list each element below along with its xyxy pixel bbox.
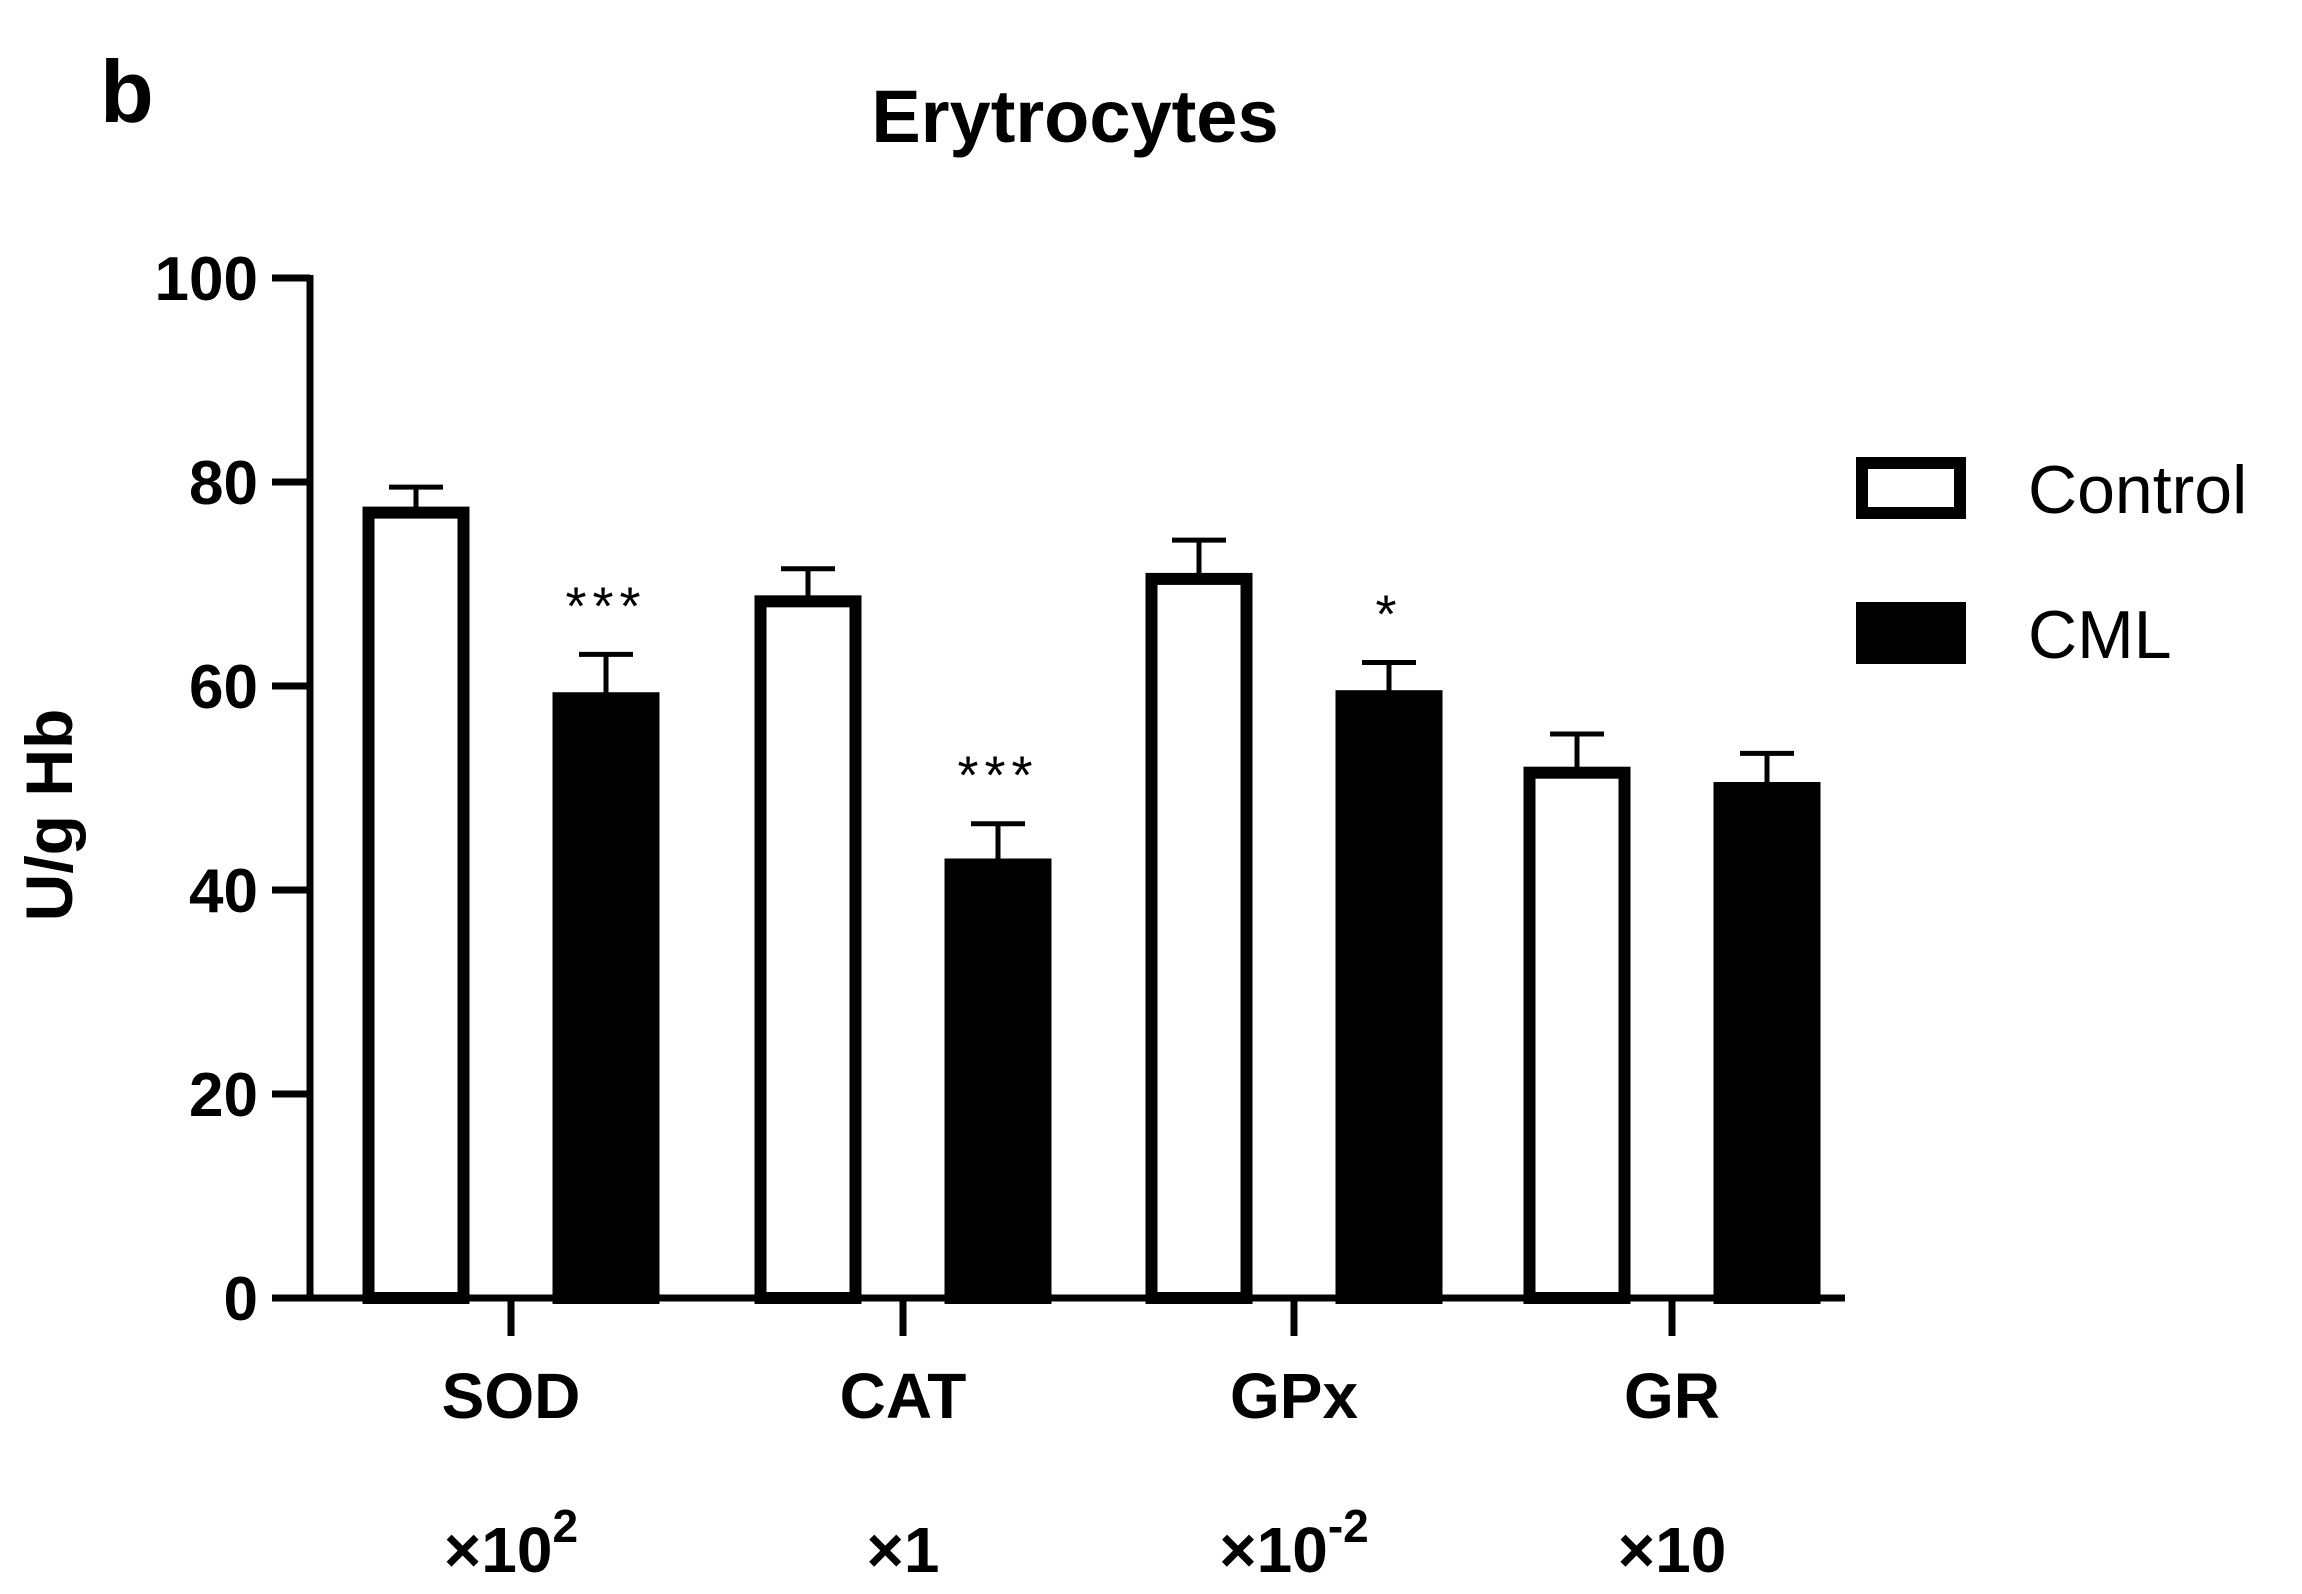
legend-swatch-control [1856, 457, 1966, 519]
significance-cml-gpx: * [1375, 585, 1402, 645]
x-tick-label-gr: GR [1624, 1360, 1720, 1432]
y-tick-label-60: 60 [189, 653, 258, 722]
scale-label-gr: ×10 [1618, 1514, 1727, 1586]
legend-swatch-cml [1856, 602, 1966, 664]
y-axis-title: U/g Hb [12, 709, 86, 922]
bar-control-cat [754, 595, 862, 1304]
scale-label-gpx: ×10-2 [1219, 1500, 1368, 1586]
x-tick-label-cat: CAT [840, 1360, 967, 1432]
bars-layer [362, 484, 1821, 1304]
y-tick-label-40: 40 [189, 857, 258, 926]
bar-control-gpx [1145, 572, 1253, 1304]
bar-cml-sod [552, 692, 660, 1304]
x-tick-label-gpx: GPx [1230, 1360, 1358, 1432]
legend-label-cml: CML [2028, 597, 2172, 673]
x-tick-label-sod: SOD [442, 1360, 581, 1432]
significance-cml-sod: *** [565, 576, 646, 636]
bar-cml-cat [944, 858, 1052, 1304]
bar-cml-gr [1713, 782, 1821, 1304]
y-tick-label-20: 20 [189, 1061, 258, 1130]
legend-label-control: Control [2028, 452, 2247, 528]
legend: Control CML [1856, 452, 2247, 673]
chart-title: Erytrocytes [871, 75, 1278, 158]
scale-label-sod: ×102 [444, 1500, 578, 1586]
significance-cml-cat: *** [957, 746, 1038, 806]
axes-layer [272, 274, 1845, 1336]
y-tick-label-80: 80 [189, 449, 258, 518]
y-tick-label-100: 100 [155, 245, 258, 314]
bar-control-sod [362, 506, 470, 1304]
panel-label: b [100, 42, 154, 141]
scale-label-cat: ×1 [867, 1514, 940, 1586]
labels-layer: *******020406080100SOD×102CAT×1GPx×10-2G… [155, 245, 1727, 1586]
bar-control-gr [1523, 766, 1631, 1304]
bar-cml-gpx [1335, 690, 1443, 1304]
y-tick-label-0: 0 [224, 1265, 258, 1334]
